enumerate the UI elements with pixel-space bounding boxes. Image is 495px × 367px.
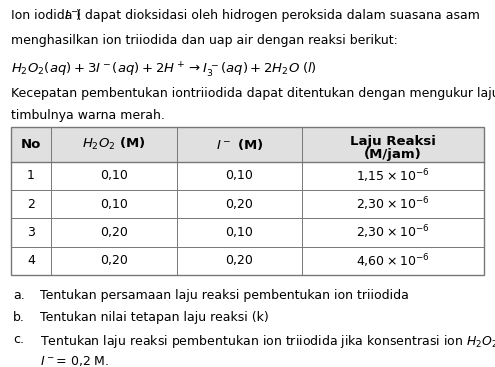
Text: $4{,}60 \times 10^{-6}$: $4{,}60 \times 10^{-6}$ [356, 252, 430, 269]
Text: Ion iodida (: Ion iodida ( [11, 9, 81, 22]
Text: 0,20: 0,20 [225, 254, 253, 267]
Text: 4: 4 [27, 254, 35, 267]
Text: 0,20: 0,20 [225, 198, 253, 211]
Text: 0,10: 0,10 [100, 170, 128, 182]
Text: 3: 3 [27, 226, 35, 239]
Text: 2: 2 [27, 198, 35, 211]
Text: $H_2O_2(aq) + 3I^-(aq) + 2H^+ \rightarrow I_3^{\,-}(aq) + 2H_2O\;(l)$: $H_2O_2(aq) + 3I^-(aq) + 2H^+ \rightarro… [11, 60, 317, 79]
Text: a.: a. [13, 288, 25, 302]
Text: $I^-$ (M): $I^-$ (M) [215, 137, 263, 152]
Text: Laju Reaksi: Laju Reaksi [350, 135, 436, 148]
Text: $2{,}30 \times 10^{-6}$: $2{,}30 \times 10^{-6}$ [356, 224, 430, 241]
Text: $1{,}15 \times 10^{-6}$: $1{,}15 \times 10^{-6}$ [356, 167, 430, 185]
Bar [11, 127, 484, 162]
Text: $H_2O_2$ (M): $H_2O_2$ (M) [82, 137, 146, 152]
Text: 0,10: 0,10 [225, 170, 253, 182]
Text: Kecepatan pembentukan iontriiodida dapat ditentukan dengan mengukur laju reaksi: Kecepatan pembentukan iontriiodida dapat… [11, 87, 495, 99]
Text: menghasilkan ion triiodida dan uap air dengan reaksi berikut:: menghasilkan ion triiodida dan uap air d… [11, 34, 398, 47]
Text: (M/jam): (M/jam) [364, 148, 422, 160]
Text: 0,20: 0,20 [100, 226, 128, 239]
Text: 1: 1 [27, 170, 35, 182]
Text: ) dapat dioksidasi oleh hidrogen peroksida dalam suasana asam: ) dapat dioksidasi oleh hidrogen peroksi… [76, 9, 480, 22]
Text: $\mathit{I}^-$: $\mathit{I}^-$ [63, 9, 78, 22]
Text: b.: b. [13, 310, 25, 324]
Text: c.: c. [13, 333, 24, 345]
Text: Tentukan nilai tetapan laju reaksi (k): Tentukan nilai tetapan laju reaksi (k) [40, 310, 268, 324]
Text: No: No [21, 138, 41, 151]
Text: 0,10: 0,10 [225, 226, 253, 239]
Text: Tentukan laju reaksi pembentukan ion triiodida jika konsentrasi ion $H_2O_2$ =0,: Tentukan laju reaksi pembentukan ion tri… [40, 333, 495, 349]
Text: Tentukan persamaan laju reaksi pembentukan ion triiodida: Tentukan persamaan laju reaksi pembentuk… [40, 288, 408, 302]
Text: timbulnya warna merah.: timbulnya warna merah. [11, 109, 165, 122]
Text: 0,10: 0,10 [100, 198, 128, 211]
Text: $I^-$= 0,2 M.: $I^-$= 0,2 M. [40, 354, 109, 367]
Text: $2{,}30 \times 10^{-6}$: $2{,}30 \times 10^{-6}$ [356, 195, 430, 213]
Text: 0,20: 0,20 [100, 254, 128, 267]
Bar [11, 127, 484, 275]
Bar [11, 127, 484, 275]
